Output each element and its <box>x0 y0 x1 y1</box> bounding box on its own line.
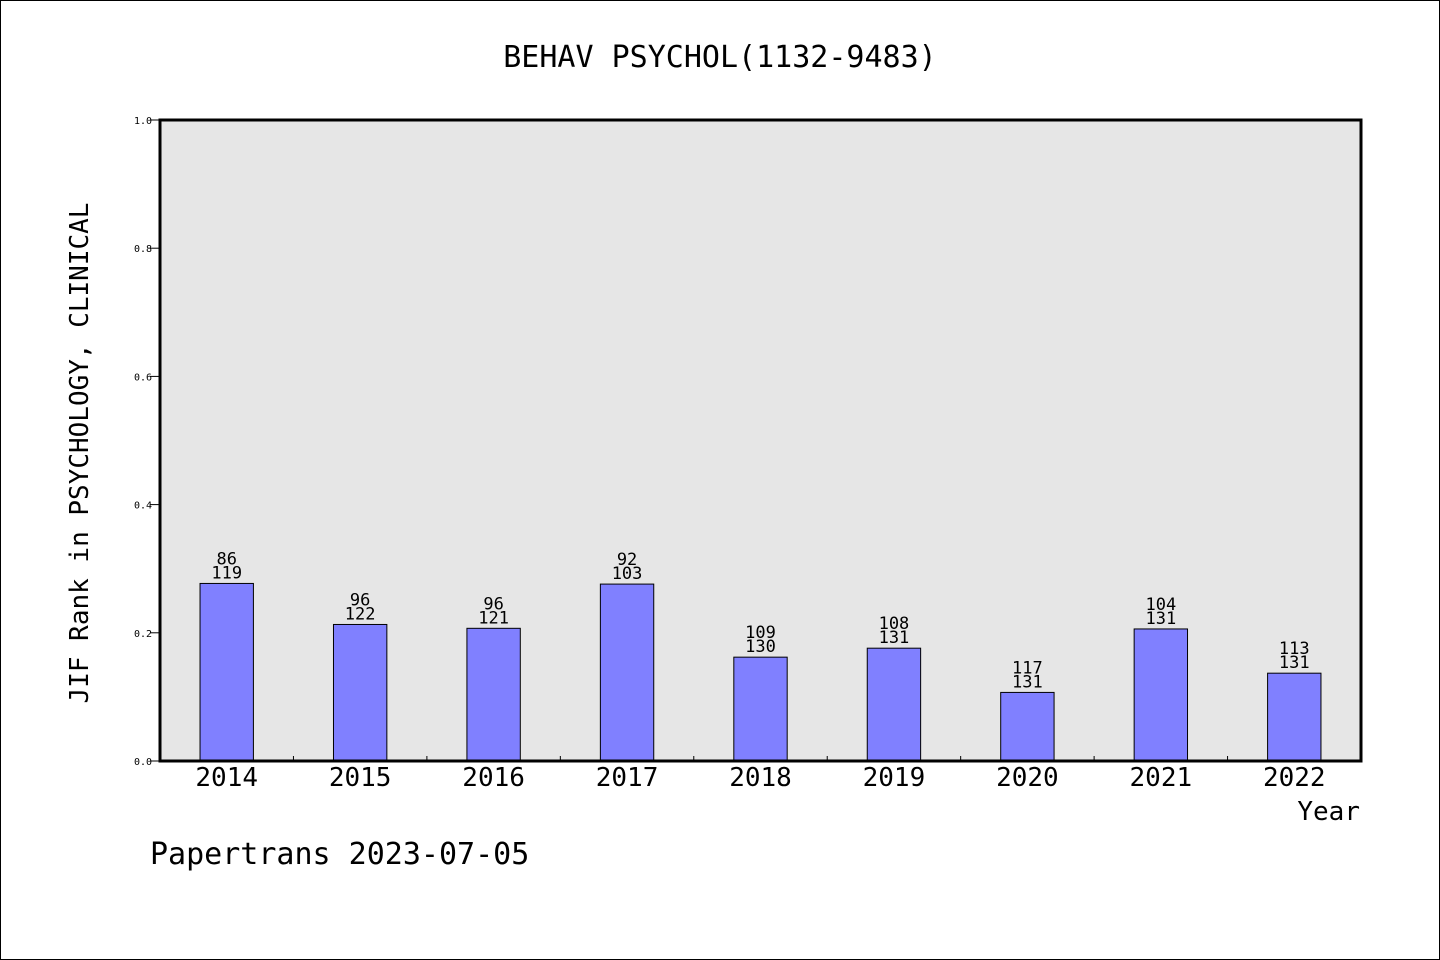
bar-labels: 8611996122961219210310913010813111713110… <box>211 549 1309 692</box>
bar-2020 <box>1000 691 1055 762</box>
y-tick-label: 1.0 <box>134 116 152 127</box>
bar-rank-label: 113 <box>1279 639 1310 659</box>
bar-2015 <box>332 623 388 762</box>
bar-total-label: 130 <box>745 637 776 657</box>
x-tick-label: 2016 <box>462 763 525 793</box>
bar-total-label: 131 <box>1279 653 1310 673</box>
y-tick-label: 0.6 <box>134 372 152 383</box>
y-axis-label: JIF Rank in PSYCHOLOGY, CLINICAL <box>65 203 95 704</box>
bar-total-label: 131 <box>1145 609 1176 629</box>
x-tick-label: 2018 <box>729 763 792 793</box>
bar-total-label: 119 <box>211 563 242 583</box>
bar-2021 <box>1133 628 1189 762</box>
bar-rank-label: 117 <box>1012 658 1043 678</box>
bar-total-label: 131 <box>879 628 910 648</box>
footer-credit: Papertrans 2023-07-05 <box>150 837 529 872</box>
bar-2014 <box>199 582 254 762</box>
y-tick-label: 0.2 <box>134 629 152 640</box>
bar-2022 <box>1267 672 1322 762</box>
bar-rank-label: 96 <box>483 594 503 614</box>
x-tick-label: 2017 <box>596 763 659 793</box>
bar-rank-label: 92 <box>617 550 637 570</box>
x-tick-label: 2014 <box>195 763 258 793</box>
bar-rank-label: 104 <box>1145 595 1176 615</box>
bar-2019 <box>866 647 922 762</box>
x-tick-label: 2022 <box>1263 763 1326 793</box>
y-tick-label: 0.0 <box>134 757 152 768</box>
bar-rank-label: 96 <box>350 590 370 610</box>
chart-title: BEHAV PSYCHOL(1132-9483) <box>503 40 936 75</box>
bar-2017 <box>599 583 655 762</box>
y-tick-label: 0.8 <box>134 244 152 255</box>
plot-border <box>158 118 1363 763</box>
x-tick-label: 2015 <box>329 763 392 793</box>
bar-total-label: 121 <box>478 608 509 628</box>
y-axis: 0.0 0.2 0.4 0.6 0.8 1.0 <box>134 116 160 768</box>
bar-2018 <box>733 656 788 762</box>
x-axis-label: Year <box>1297 797 1360 827</box>
x-tick-label: 2021 <box>1130 763 1193 793</box>
bar-total-label: 103 <box>612 564 643 584</box>
x-tick-label: 2019 <box>863 763 926 793</box>
bar-total-label: 131 <box>1012 672 1043 692</box>
x-tick-labels: 2014 2015 2016 2017 2018 2019 2020 2021 2022 <box>195 763 1325 793</box>
x-tick-label: 2020 <box>996 763 1059 793</box>
bar-2016 <box>466 627 521 762</box>
bar-rank-label: 108 <box>879 614 910 634</box>
bar-rank-label: 86 <box>216 549 236 569</box>
bars <box>199 582 1322 762</box>
y-tick-label: 0.4 <box>134 501 152 512</box>
bar-total-label: 122 <box>345 604 376 624</box>
bar-rank-label: 109 <box>745 623 776 643</box>
